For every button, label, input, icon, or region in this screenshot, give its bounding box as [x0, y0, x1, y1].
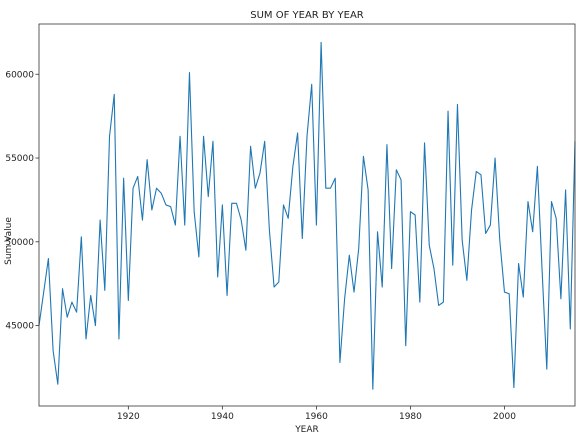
y-tick-label: 60000: [5, 70, 34, 80]
y-tick-label: 45000: [5, 322, 34, 332]
y-tick-label: 50000: [5, 238, 34, 248]
x-tick-label: 1940: [211, 412, 234, 422]
chart-title: SUM OF YEAR BY YEAR: [250, 10, 364, 21]
x-tick-label: 1960: [305, 412, 328, 422]
y-tick-label: 55000: [5, 154, 34, 164]
x-tick-label: 1980: [399, 412, 422, 422]
series-line: [38, 41, 576, 390]
x-axis: 1920 1940 1960 1980 2000: [117, 406, 516, 422]
x-tick-label: 2000: [493, 412, 516, 422]
x-axis-label: YEAR: [294, 425, 319, 435]
y-axis: 45000 50000 55000 60000: [5, 70, 39, 332]
plot-frame: [38, 23, 576, 407]
x-tick-label: 1920: [117, 412, 140, 422]
y-axis-label: Sum Value: [4, 217, 14, 265]
